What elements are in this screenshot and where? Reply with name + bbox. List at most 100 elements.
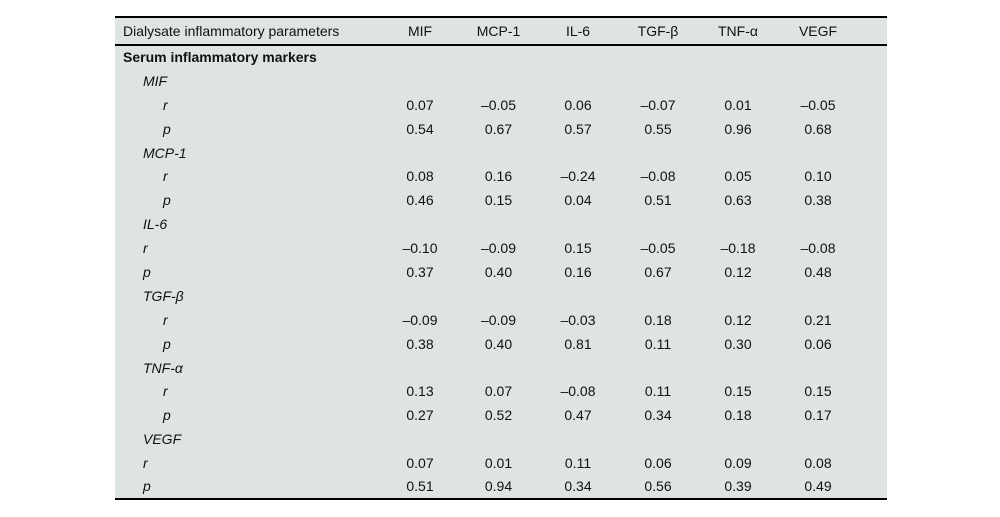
marker-label: MIF — [143, 72, 168, 89]
section-row: Serum inflammatory markers — [115, 45, 887, 69]
r-stat-label: r — [163, 311, 168, 328]
value-cell: 0.96 — [724, 120, 752, 137]
value-cell: 0.06 — [644, 455, 672, 472]
value-cell: 0.39 — [724, 478, 752, 495]
empty-cell — [459, 427, 538, 451]
row-spacer — [858, 332, 887, 356]
marker-label: TNF-α — [143, 359, 183, 376]
value-cell: –0.09 — [402, 311, 438, 328]
r-stat-label: r — [163, 383, 168, 400]
value-cell: –0.05 — [800, 96, 836, 113]
value-cell: 0.15 — [804, 383, 832, 400]
row-spacer — [858, 236, 887, 260]
empty-cell — [381, 212, 459, 236]
value-cell: 0.27 — [406, 407, 434, 424]
value-cell: 0.11 — [644, 335, 672, 352]
row-spacer — [858, 188, 887, 212]
p-row: p 0.37 0.40 0.16 0.67 0.12 0.48 — [115, 260, 887, 284]
empty-cell — [858, 212, 887, 236]
value-cell: 0.57 — [564, 120, 592, 137]
value-cell: 0.34 — [644, 407, 672, 424]
r-row: r 0.07 –0.05 0.06 –0.07 0.01 –0.05 — [115, 93, 887, 117]
header-col-6: VEGF — [778, 17, 858, 46]
row-spacer — [858, 117, 887, 141]
value-cell: 0.08 — [804, 455, 832, 472]
empty-cell — [698, 427, 778, 451]
empty-cell — [618, 45, 698, 69]
empty-cell — [778, 284, 858, 308]
r-row: r –0.10 –0.09 0.15 –0.05 –0.18 –0.08 — [115, 236, 887, 260]
empty-cell — [778, 45, 858, 69]
value-cell: 0.63 — [724, 192, 752, 209]
empty-cell — [698, 141, 778, 165]
value-cell: 0.49 — [804, 478, 832, 495]
empty-cell — [538, 284, 618, 308]
empty-cell — [618, 284, 698, 308]
value-cell: 0.12 — [724, 311, 752, 328]
value-cell: 0.15 — [484, 192, 513, 209]
empty-cell — [381, 141, 459, 165]
r-row: r 0.07 0.01 0.11 0.06 0.09 0.08 — [115, 451, 887, 475]
r-row: r 0.13 0.07 –0.08 0.11 0.15 0.15 — [115, 379, 887, 403]
value-cell: 0.11 — [644, 383, 672, 400]
empty-cell — [538, 356, 618, 380]
value-cell: 0.40 — [484, 335, 513, 352]
value-cell: –0.05 — [640, 240, 676, 257]
row-spacer — [858, 260, 887, 284]
r-stat-label: r — [163, 168, 168, 185]
value-cell: 0.67 — [484, 120, 513, 137]
value-cell: –0.18 — [720, 240, 756, 257]
value-cell: 0.06 — [564, 96, 592, 113]
header-col-4: TGF-β — [618, 17, 698, 46]
p-row: p 0.38 0.40 0.81 0.11 0.30 0.06 — [115, 332, 887, 356]
value-cell: 0.38 — [804, 192, 832, 209]
value-cell: 0.34 — [564, 478, 592, 495]
p-row: p 0.27 0.52 0.47 0.34 0.18 0.17 — [115, 403, 887, 427]
marker-row: TNF-α — [115, 356, 887, 380]
value-cell: 0.38 — [406, 335, 434, 352]
section-title: Serum inflammatory markers — [123, 49, 317, 66]
empty-cell — [459, 45, 538, 69]
table-header: Dialysate inflammatory parameters MIF MCP-… — [115, 17, 887, 46]
value-cell: 0.21 — [804, 311, 832, 328]
row-spacer — [858, 379, 887, 403]
row-spacer — [858, 308, 887, 332]
row-spacer — [858, 451, 887, 475]
value-cell: –0.09 — [480, 311, 517, 328]
marker-label: IL-6 — [143, 216, 168, 233]
empty-cell — [459, 356, 538, 380]
header-col-3: IL-6 — [538, 17, 618, 46]
value-cell: 0.52 — [484, 407, 513, 424]
header-row: Dialysate inflammatory parameters MIF MCP-… — [115, 17, 887, 46]
empty-cell — [858, 356, 887, 380]
value-cell: 0.07 — [406, 96, 434, 113]
empty-cell — [618, 141, 698, 165]
empty-cell — [538, 427, 618, 451]
p-row: p 0.51 0.94 0.34 0.56 0.39 0.49 — [115, 475, 887, 499]
r-stat-label: r — [163, 96, 168, 113]
value-cell: 0.10 — [804, 168, 832, 185]
empty-cell — [538, 141, 618, 165]
empty-cell — [459, 284, 538, 308]
marker-row: MIF — [115, 69, 887, 93]
empty-cell — [381, 427, 459, 451]
value-cell: 0.06 — [804, 335, 832, 352]
row-spacer — [858, 475, 887, 499]
value-cell: 0.51 — [406, 478, 434, 495]
value-cell: –0.08 — [640, 168, 676, 185]
row-spacer — [858, 403, 887, 427]
value-cell: –0.03 — [560, 311, 596, 328]
marker-label: TGF-β — [143, 287, 184, 304]
value-cell: 0.09 — [724, 455, 752, 472]
value-cell: 0.94 — [484, 478, 513, 495]
empty-cell — [778, 212, 858, 236]
header-col-5: TNF-α — [698, 17, 778, 46]
marker-label: MCP-1 — [143, 144, 187, 161]
empty-cell — [778, 427, 858, 451]
p-stat-label: p — [143, 263, 151, 280]
empty-cell — [858, 69, 887, 93]
empty-cell — [618, 69, 698, 93]
r-stat-label: r — [143, 455, 148, 472]
empty-cell — [618, 427, 698, 451]
